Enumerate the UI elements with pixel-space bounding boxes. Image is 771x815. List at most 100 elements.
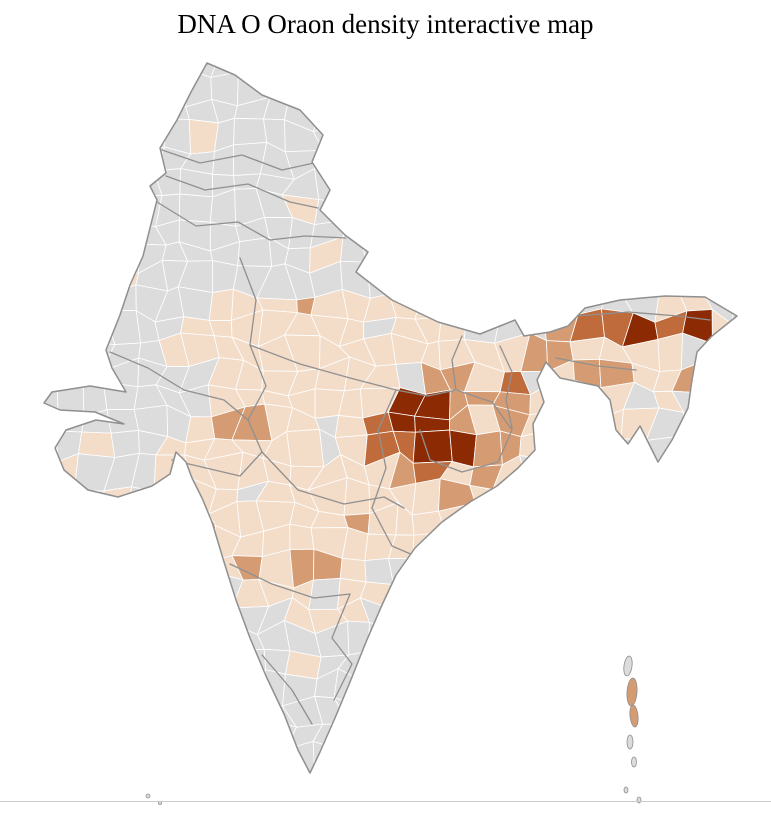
district[interactable]	[442, 219, 475, 240]
district[interactable]	[498, 298, 528, 323]
district[interactable]	[596, 549, 634, 581]
district[interactable]	[99, 121, 138, 151]
district[interactable]	[546, 599, 575, 628]
district[interactable]	[109, 574, 142, 607]
district[interactable]	[102, 657, 132, 673]
district[interactable]	[724, 265, 763, 301]
district[interactable]	[125, 692, 166, 730]
district[interactable]	[160, 705, 194, 730]
district[interactable]	[347, 620, 370, 656]
district[interactable]	[724, 771, 763, 803]
district[interactable]	[568, 411, 603, 432]
district[interactable]	[492, 774, 518, 801]
district[interactable]	[290, 763, 322, 802]
district[interactable]	[47, 141, 90, 180]
district[interactable]	[498, 222, 529, 252]
district[interactable]	[128, 741, 156, 775]
district[interactable]	[544, 699, 585, 732]
district[interactable]	[621, 211, 660, 247]
district[interactable]	[74, 288, 109, 313]
district[interactable]	[601, 601, 632, 633]
district[interactable]	[29, 504, 51, 532]
district[interactable]	[102, 381, 139, 411]
district[interactable]	[684, 652, 710, 684]
district[interactable]	[682, 718, 706, 752]
district[interactable]	[155, 600, 190, 633]
district[interactable]	[99, 142, 138, 180]
district[interactable]	[705, 598, 731, 636]
district[interactable]	[73, 92, 106, 127]
district[interactable]	[725, 717, 759, 757]
district[interactable]	[102, 670, 132, 697]
district[interactable]	[446, 188, 475, 229]
district[interactable]	[570, 556, 605, 585]
district[interactable]	[652, 600, 685, 633]
district[interactable]	[22, 51, 56, 84]
district[interactable]	[126, 486, 166, 516]
district[interactable]	[703, 413, 740, 444]
district[interactable]	[522, 503, 552, 533]
district[interactable]	[597, 72, 633, 104]
district[interactable]	[425, 672, 446, 706]
district[interactable]	[33, 575, 58, 600]
district[interactable]	[671, 150, 711, 177]
district[interactable]	[671, 125, 711, 153]
district[interactable]	[500, 509, 532, 530]
district[interactable]	[366, 720, 402, 749]
district[interactable]	[56, 341, 80, 369]
district[interactable]	[80, 555, 111, 587]
district[interactable]	[444, 168, 478, 193]
district[interactable]	[447, 92, 477, 127]
district[interactable]	[184, 653, 208, 680]
district[interactable]	[465, 724, 507, 750]
district[interactable]	[683, 747, 713, 776]
district[interactable]	[288, 75, 323, 103]
district[interactable]	[100, 767, 136, 798]
district[interactable]	[126, 626, 161, 660]
district[interactable]	[128, 118, 166, 151]
district[interactable]	[521, 718, 552, 746]
district[interactable]	[521, 78, 559, 96]
island[interactable]	[626, 677, 638, 707]
district[interactable]	[412, 550, 454, 584]
district[interactable]	[103, 500, 139, 533]
district[interactable]	[80, 124, 102, 143]
district[interactable]	[600, 147, 636, 176]
district[interactable]	[625, 457, 658, 492]
district[interactable]	[578, 193, 601, 225]
district[interactable]	[465, 597, 506, 636]
district[interactable]	[50, 575, 84, 605]
district[interactable]	[546, 620, 574, 657]
district[interactable]	[703, 644, 737, 683]
district[interactable]	[388, 644, 427, 681]
district[interactable]	[596, 535, 632, 562]
district[interactable]	[621, 270, 661, 296]
district[interactable]	[56, 241, 80, 270]
district[interactable]	[701, 212, 730, 251]
district[interactable]	[364, 45, 396, 84]
district[interactable]	[266, 763, 292, 797]
district[interactable]	[420, 263, 453, 296]
district[interactable]	[496, 653, 527, 683]
district[interactable]	[185, 767, 209, 800]
district[interactable]	[31, 319, 64, 345]
district[interactable]	[520, 647, 548, 683]
district[interactable]	[492, 489, 530, 514]
district[interactable]	[699, 771, 732, 803]
district[interactable]	[674, 631, 710, 660]
district[interactable]	[77, 725, 116, 753]
district[interactable]	[733, 501, 763, 541]
district[interactable]	[503, 704, 532, 728]
island[interactable]	[623, 786, 629, 794]
district[interactable]	[725, 693, 760, 722]
district[interactable]	[105, 692, 132, 730]
district[interactable]	[520, 700, 552, 732]
district[interactable]	[128, 97, 164, 123]
district[interactable]	[464, 165, 494, 195]
district[interactable]	[113, 601, 142, 634]
district[interactable]	[546, 78, 578, 106]
district[interactable]	[77, 585, 117, 607]
district[interactable]	[701, 536, 738, 562]
district[interactable]	[339, 748, 369, 778]
district[interactable]	[233, 696, 260, 722]
